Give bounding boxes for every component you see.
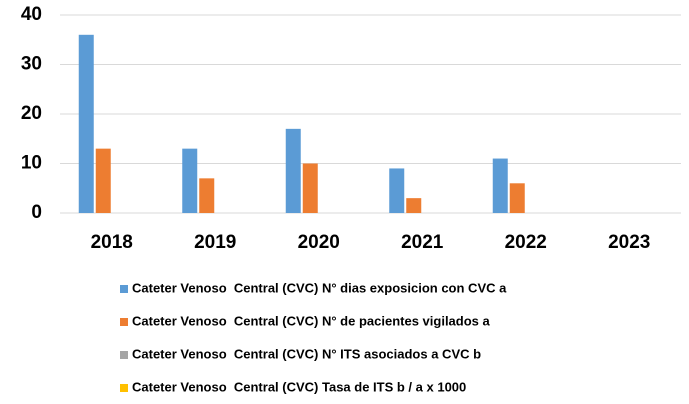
bar [389, 168, 405, 213]
y-tick-label: 10 [21, 153, 42, 174]
x-tick-label: 2023 [608, 232, 650, 253]
legend-swatch [120, 285, 128, 293]
x-tick-label: 2021 [401, 232, 444, 253]
bar [78, 34, 94, 213]
bar [285, 128, 301, 213]
bar [302, 163, 318, 213]
y-tick-label: 0 [31, 202, 42, 223]
bar [406, 198, 422, 213]
y-tick-label: 20 [21, 103, 42, 124]
x-tick-label: 2022 [505, 232, 547, 253]
bar [492, 158, 508, 213]
x-tick-label: 2018 [91, 232, 133, 253]
legend-label: Cateter Venoso Central (CVC) N° ITS asoc… [132, 346, 481, 361]
bar [95, 148, 111, 213]
legend-label: Cateter Venoso Central (CVC) Tasa de ITS… [132, 379, 466, 394]
x-tick-label: 2020 [298, 232, 340, 253]
bar [509, 183, 525, 213]
legend-swatch [120, 318, 128, 326]
y-tick-label: 30 [21, 54, 42, 75]
bar [182, 148, 198, 213]
legend-label: Cateter Venoso Central (CVC) N° dias exp… [132, 280, 507, 295]
legend-swatch [120, 384, 128, 392]
bar [199, 178, 215, 213]
x-tick-label: 2019 [194, 232, 236, 253]
legend-label: Cateter Venoso Central (CVC) N° de pacie… [132, 313, 491, 328]
legend-swatch [120, 351, 128, 359]
y-tick-label: 40 [21, 4, 42, 25]
